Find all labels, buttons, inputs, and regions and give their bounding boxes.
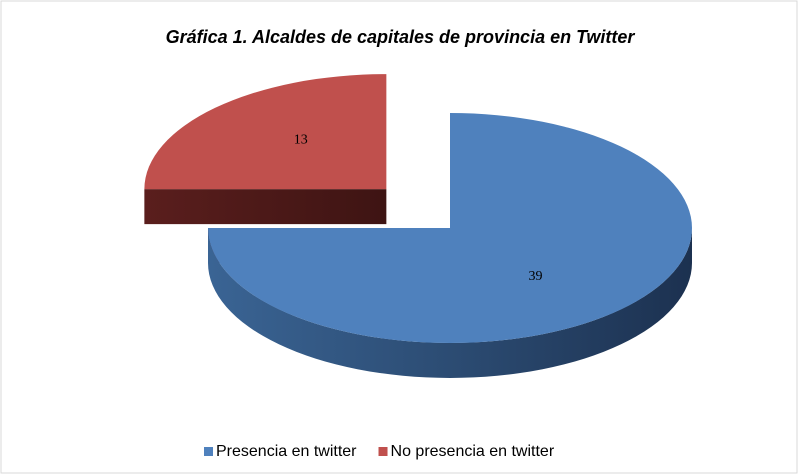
- legend-swatch: [378, 447, 388, 456]
- data-label: 39: [529, 269, 543, 284]
- chart-title: Gráfica 1. Alcaldes de capitales de prov…: [166, 27, 636, 47]
- slice-wall: [208, 228, 692, 378]
- slice-side: [144, 189, 387, 225]
- data-label: 13: [294, 133, 308, 148]
- slice-top: [144, 74, 387, 190]
- legend-swatch: [204, 447, 213, 456]
- legend: Presencia en twitter No presencia en twit…: [204, 443, 555, 460]
- slice: 13: [144, 74, 387, 225]
- slice: 39: [208, 113, 692, 378]
- legend-label: Presencia en twitter: [216, 443, 357, 460]
- slice-top: [208, 113, 692, 343]
- pie: 13 39: [144, 74, 692, 378]
- legend-label: No presencia en twitter: [391, 443, 555, 460]
